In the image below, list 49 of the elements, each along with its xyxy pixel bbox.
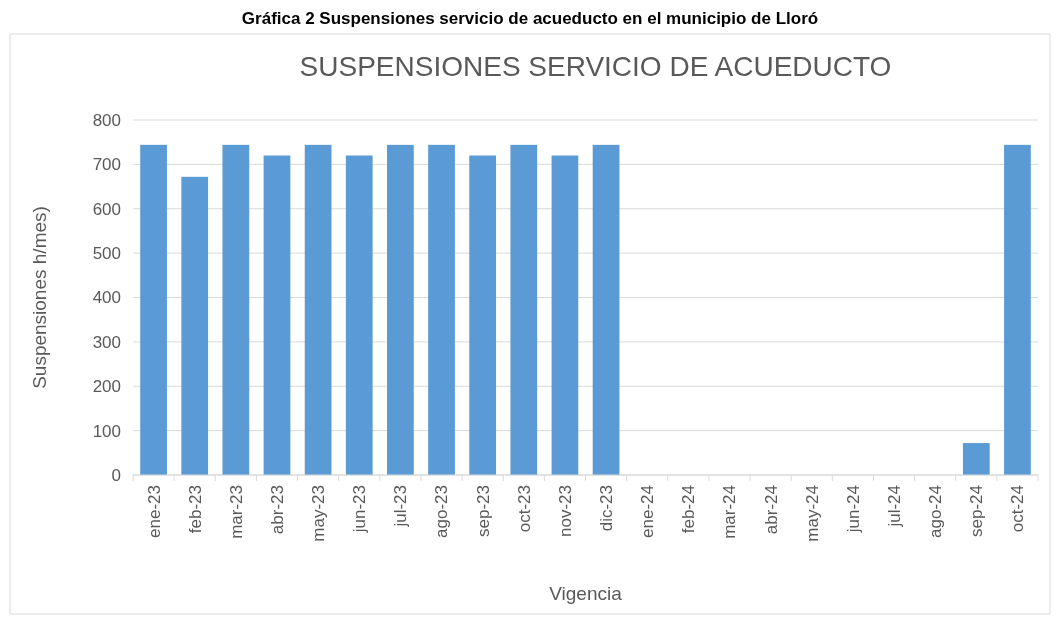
chart-title: Gráfica 2 Suspensiones servicio de acueducto en el municipio de Lloró: [241, 9, 819, 28]
x-tick-label: jun-23: [350, 485, 370, 534]
x-tick-label: may-23: [309, 485, 329, 542]
y-axis-title: Suspensiones h/mes): [29, 206, 50, 389]
bar: [592, 144, 620, 475]
y-tick-label: 400: [92, 288, 121, 308]
x-tick-label: oct-23: [514, 485, 534, 533]
bar: [551, 155, 579, 475]
y-tick-label: 100: [92, 421, 121, 441]
x-tick-label: ene-23: [144, 485, 164, 538]
x-tick-label: nov-23: [555, 485, 575, 537]
x-tick-label: mar-24: [720, 485, 740, 539]
chart-subtitle: SUSPENSIONES SERVICIO DE ACUEDUCTO: [299, 51, 892, 82]
y-tick-label: 600: [92, 199, 121, 219]
y-tick-label: 300: [92, 332, 121, 352]
x-tick-label: ene-24: [638, 485, 658, 538]
x-axis-title: Vigencia: [549, 583, 623, 604]
x-tick-label: oct-24: [1008, 485, 1028, 533]
bar: [304, 144, 332, 475]
bar: [140, 144, 167, 475]
x-tick-label: jun-24: [843, 485, 863, 534]
bar: [1004, 144, 1031, 475]
bar: [387, 144, 414, 475]
y-tick-label: 500: [92, 244, 121, 264]
x-tick-label: sep-24: [967, 485, 987, 537]
bar: [222, 144, 250, 475]
x-tick-label: jul-23: [391, 485, 411, 528]
x-tick-label: abr-24: [761, 485, 781, 535]
bar: [962, 443, 990, 475]
bar: [469, 155, 497, 475]
bar: [263, 155, 291, 475]
bar: [181, 176, 209, 475]
x-tick-label: jul-24: [884, 485, 904, 528]
x-tick-label: dic-23: [597, 485, 617, 532]
x-tick-label: sep-23: [473, 485, 493, 537]
y-tick-label: 800: [92, 110, 121, 130]
x-tick-label: ago-24: [926, 485, 946, 538]
y-tick-label: 700: [92, 155, 121, 175]
y-tick-label: 200: [92, 377, 121, 397]
bar: [428, 144, 455, 475]
x-tick-label: feb-24: [679, 485, 699, 534]
x-tick-label: may-24: [802, 485, 822, 542]
x-tick-label: feb-23: [185, 485, 205, 534]
bar: [345, 155, 373, 475]
x-tick-label: mar-23: [226, 485, 246, 539]
bar: [510, 144, 538, 475]
y-tick-label: 0: [111, 465, 121, 485]
x-tick-label: ago-23: [432, 485, 452, 538]
x-tick-label: abr-23: [267, 485, 287, 535]
